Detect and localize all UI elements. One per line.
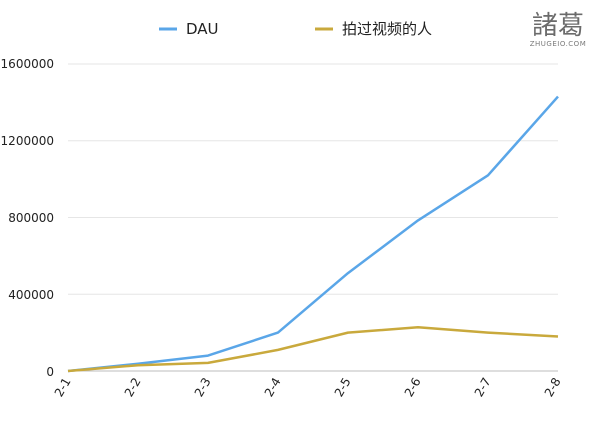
- zhugeio-logo: 諸葛 ZHUGEIO.COM: [530, 11, 586, 48]
- x-tick-label: 2-8: [542, 375, 564, 399]
- x-tick-label: 2-2: [122, 375, 144, 399]
- y-tick-label: 400000: [8, 288, 54, 302]
- series-line-dau: [67, 95, 559, 373]
- y-tick-label: 1600000: [1, 57, 54, 71]
- legend-label-dau: DAU: [186, 20, 219, 38]
- x-tick-label: 2-7: [472, 375, 494, 399]
- x-tick-label: 2-5: [332, 375, 354, 399]
- x-tick-label: 2-4: [262, 375, 284, 399]
- logo-text: 諸葛: [532, 11, 584, 41]
- x-tick-label: 2-1: [52, 375, 74, 399]
- legend-label-video: 拍过视频的人: [342, 20, 432, 38]
- x-axis: 2-1 2-2 2-3 2-4 2-5 2-6 2-7 2-8: [52, 375, 564, 399]
- series-lines: [67, 95, 559, 373]
- y-tick-label: 0: [46, 365, 54, 379]
- logo-domain: ZHUGEIO.COM: [530, 40, 586, 48]
- y-axis: 0 400000 800000 1200000 1600000: [1, 57, 54, 379]
- y-tick-label: 1200000: [1, 134, 54, 148]
- x-tick-label: 2-3: [192, 375, 214, 399]
- grid-lines: [68, 63, 558, 372]
- y-tick-label: 800000: [8, 211, 54, 225]
- x-tick-label: 2-6: [402, 375, 424, 399]
- series-line-video: [67, 326, 559, 373]
- legend: DAU 拍过视频的人: [159, 20, 432, 38]
